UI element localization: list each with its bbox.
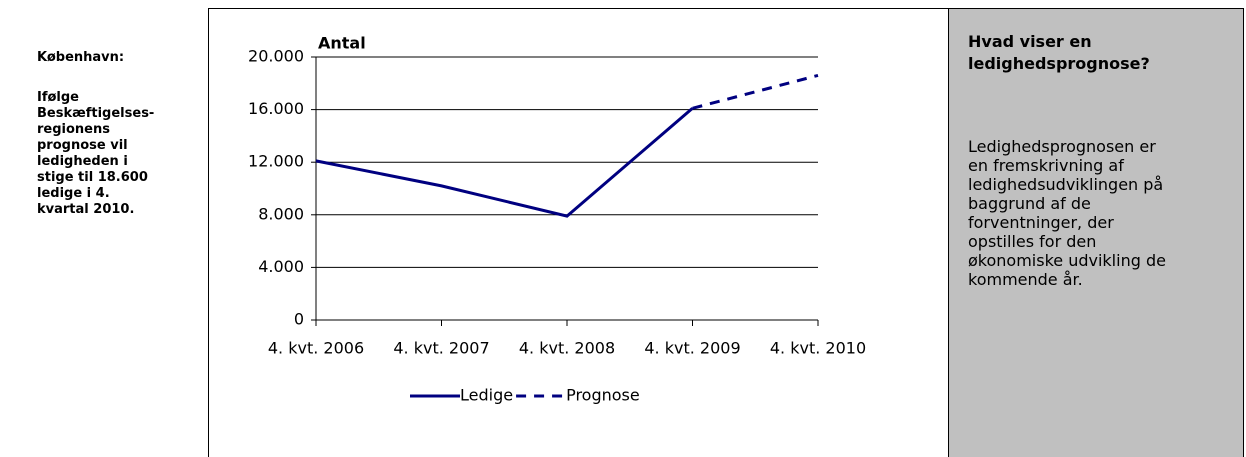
x-tick-label: 4. kvt. 2007 bbox=[393, 339, 489, 358]
y-axis-label: Antal bbox=[318, 34, 366, 53]
legend-label: Prognose bbox=[566, 386, 640, 405]
x-tick-label: 4. kvt. 2009 bbox=[644, 339, 740, 358]
info-title-line: Hvad viser en bbox=[968, 32, 1092, 51]
info-line: en fremskrivning af bbox=[968, 156, 1124, 175]
side-line: ledigheden i bbox=[37, 154, 128, 169]
info-line: baggrund af de bbox=[968, 194, 1091, 213]
side-line: ledige i 4. bbox=[37, 186, 110, 201]
info-line: kommende år. bbox=[968, 270, 1083, 289]
info-line: opstilles for den bbox=[968, 232, 1097, 251]
chart: Antal 0 4.000 8.000 12.000 16.000 20.000 4. kv… bbox=[208, 8, 948, 457]
side-text: Ifølge Beskæftigelses-regionens prognose v… bbox=[37, 90, 202, 218]
y-tick-label: 16.000 bbox=[248, 99, 304, 118]
side-title: København: bbox=[37, 50, 125, 65]
info-title-line: ledighedsprognose? bbox=[968, 54, 1150, 73]
info-title: Hvad viser en ledighedsprognose? bbox=[968, 31, 1238, 75]
x-tick-label: 4. kvt. 2010 bbox=[770, 339, 866, 358]
info-line: Ledighedsprognosen er bbox=[968, 137, 1156, 156]
side-line: prognose vil bbox=[37, 138, 128, 153]
x-tick-label: 4. kvt. 2008 bbox=[519, 339, 615, 358]
series-line bbox=[692, 73, 819, 110]
series-line bbox=[315, 107, 694, 218]
info-text: Ledighedsprognosen er en fremskrivning af… bbox=[968, 137, 1243, 289]
side-line: kvartal 2010. bbox=[37, 202, 135, 217]
info-panel: Hvad viser en ledighedsprognose? Ledighed… bbox=[948, 8, 1244, 457]
info-line: ledighedsudviklingen på bbox=[968, 175, 1164, 194]
side-note: København: Ifølge Beskæftigelses-regionen… bbox=[37, 50, 202, 218]
y-tick-label: 20.000 bbox=[248, 47, 304, 66]
x-tick-label: 4. kvt. 2006 bbox=[268, 339, 364, 358]
side-line: Ifølge bbox=[37, 90, 80, 105]
y-tick-label: 0 bbox=[294, 310, 304, 329]
y-tick-label: 8.000 bbox=[258, 204, 304, 223]
side-line: Beskæftigelses- bbox=[37, 106, 155, 121]
info-line: økonomiske udvikling de bbox=[968, 251, 1166, 270]
y-tick-label: 12.000 bbox=[248, 152, 304, 171]
info-line: forventninger, der bbox=[968, 213, 1114, 232]
side-line: stige til 18.600 bbox=[37, 170, 148, 185]
legend-label: Ledige bbox=[460, 386, 513, 405]
y-tick-label: 4.000 bbox=[258, 257, 304, 276]
side-line: regionens bbox=[37, 122, 110, 137]
